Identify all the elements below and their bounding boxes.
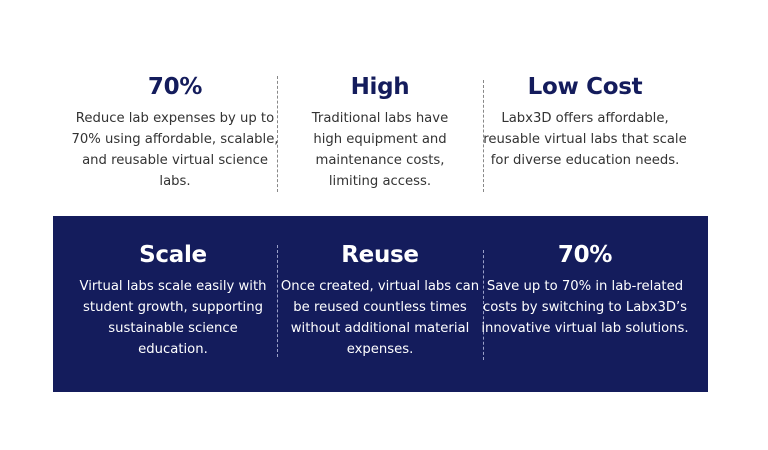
dashed-divider: [483, 250, 484, 360]
stat-title: 70%: [147, 74, 203, 100]
dashed-divider: [277, 245, 278, 357]
stat-card-70-percent: 70% Reduce lab expenses by up to 70% usi…: [70, 72, 280, 192]
stat-title: Low Cost: [527, 74, 643, 100]
stat-card-high: High Traditional labs have high equipmen…: [275, 72, 485, 192]
benefits-panel: [53, 216, 708, 392]
stat-description: Once created, virtual labs can be reused…: [280, 279, 480, 357]
stat-title: Reuse: [341, 242, 419, 268]
stat-title: Scale: [139, 242, 207, 268]
stat-description: Labx3D offers affordable, reusable virtu…: [483, 111, 687, 168]
stat-description: Traditional labs have high equipment and…: [311, 111, 449, 189]
stat-card-reuse: Reuse Once created, virtual labs can be …: [275, 240, 485, 360]
stat-title: 70%: [557, 242, 613, 268]
stat-card-70-percent-savings: 70% Save up to 70% in lab-related costs …: [480, 240, 690, 339]
stat-card-low-cost: Low Cost Labx3D offers affordable, reusa…: [480, 72, 690, 171]
stat-title: High: [350, 74, 410, 100]
stat-description: Reduce lab expenses by up to 70% using a…: [71, 111, 279, 189]
stat-description: Virtual labs scale easily with student g…: [79, 279, 267, 357]
dashed-divider: [277, 76, 278, 192]
stat-card-scale: Scale Virtual labs scale easily with stu…: [68, 240, 278, 360]
stat-description: Save up to 70% in lab-related costs by s…: [481, 279, 689, 336]
dashed-divider: [483, 80, 484, 192]
